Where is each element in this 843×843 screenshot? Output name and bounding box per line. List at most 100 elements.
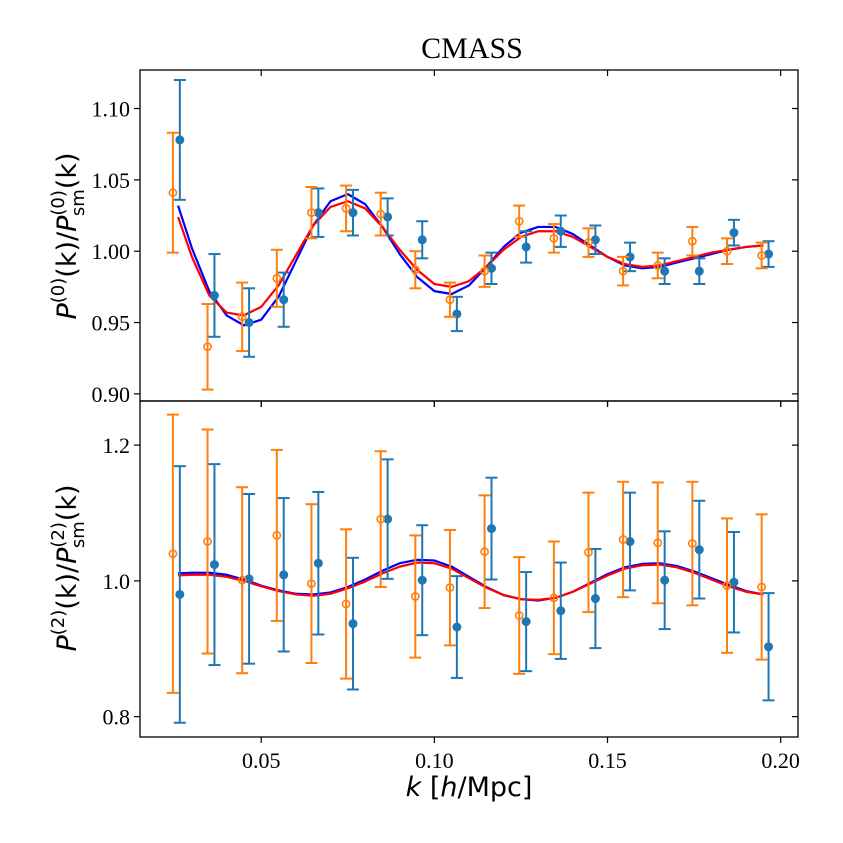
quadrupole-model-line-3	[178, 561, 764, 601]
quadrupole-data-point-open	[410, 592, 420, 601]
ylabel-sub2: sm	[68, 521, 89, 548]
monopole-ytick-label: 1.10	[92, 97, 131, 122]
ylabel-p2: P	[52, 547, 83, 564]
monopole-model-line-2	[177, 193, 764, 327]
quadrupole-data-point-filled	[556, 606, 566, 616]
xlabel-rest: /Mpc]	[457, 772, 532, 803]
monopole-data-point-filled	[729, 228, 739, 238]
xlabel-h: h	[440, 772, 457, 803]
quadrupole-data-point-filled	[175, 589, 185, 599]
quadrupole-data-point-filled	[729, 577, 739, 587]
monopole-ytick-label: 0.95	[92, 311, 131, 336]
quadrupole-data-point-open	[653, 538, 663, 548]
quadrupole-data-point-open	[480, 547, 489, 557]
quadrupole-ticks: 0.8 1.0 1.2 0.05 0.10 0.15 0.20	[103, 401, 800, 773]
monopole-data-point-open	[722, 246, 732, 256]
monopole-data-point-open	[376, 209, 386, 219]
ylabel-sup: (0)	[48, 278, 69, 304]
quadrupole-ytick-label: 1.2	[103, 433, 131, 458]
quadrupole-data-point-filled	[487, 524, 497, 534]
quadrupole-xtick-label: 0.20	[761, 748, 800, 773]
monopole-panel: 0.900.951.001.051.10 P(0)(k)/P(0)sm(k)	[48, 69, 799, 407]
monopole-data-point-open	[410, 265, 420, 275]
quadrupole-data-point-open	[514, 611, 524, 620]
monopole-data-point-open	[237, 312, 247, 322]
ylabel-sup2: (2)	[48, 522, 69, 548]
monopole-ticks: 0.90 0.95 1.00 1.05 1.10	[92, 70, 798, 407]
monopole-data-point-open	[272, 273, 282, 283]
ylabel-sup2: (0)	[48, 190, 69, 216]
quadrupole-data-point-open	[722, 581, 732, 591]
monopole-data-point-open	[307, 208, 316, 218]
monopole-data-point-filled	[279, 295, 289, 305]
monopole-data-point-filled	[348, 208, 358, 218]
quadrupole-data-point-open	[584, 547, 593, 557]
quadrupole-data-point-filled	[209, 560, 219, 570]
quadrupole-data-point-open	[445, 583, 455, 593]
monopole-data-point-filled	[175, 135, 185, 145]
quadrupole-xtick-label: 0.10	[415, 748, 454, 773]
quadrupole-data-point-open	[549, 593, 559, 603]
ylabel-p2: P	[52, 215, 83, 232]
quadrupole-data-point-open	[376, 514, 386, 524]
monopole-ytick-label: 1.05	[92, 168, 131, 193]
monopole-data-point-filled	[209, 290, 219, 300]
ylabel-sub2: sm	[68, 189, 89, 216]
quadrupole-data-point-open	[687, 539, 697, 548]
quadrupole-data-point-open	[272, 531, 282, 540]
quadrupole-data-point-filled	[590, 594, 600, 604]
chart-title: CMASS	[421, 32, 523, 65]
quadrupole-data-point-open	[203, 537, 212, 546]
quadrupole-data-point-filled	[764, 642, 774, 652]
monopole-data-point-open	[584, 238, 593, 248]
monopole-data-point-filled	[694, 266, 704, 276]
quadrupole-data-point-filled	[348, 619, 358, 629]
monopole-data-point-open	[618, 266, 628, 276]
quadrupole-data-point-filled	[660, 575, 670, 585]
quadrupole-data-point-open	[341, 599, 351, 609]
quadrupole-series-group	[166, 413, 775, 724]
monopole-data-point-open	[445, 295, 455, 305]
ylabel-end: (k)	[52, 152, 83, 189]
ylabel-sup: (2)	[48, 610, 69, 636]
quadrupole-xtick-label: 0.05	[242, 748, 281, 773]
monopole-series-group	[166, 78, 775, 391]
monopole-data-point-filled	[417, 235, 427, 245]
quadrupole-data-point-filled	[521, 617, 531, 627]
monopole-data-point-filled	[521, 242, 531, 252]
quadrupole-data-point-filled	[313, 558, 323, 568]
quadrupole-axes-frame	[139, 400, 799, 738]
monopole-data-point-open	[203, 342, 212, 352]
quadrupole-panel: 0.81.01.20.05 0.10 0.15 0.20 P(2)(k)/P(2)sm…	[48, 400, 800, 803]
monopole-ytick-label: 0.90	[92, 382, 131, 407]
quadrupole-xtick-label: 0.15	[588, 748, 627, 773]
quadrupole-data-point-filled	[417, 575, 427, 585]
monopole-data-point-filled	[244, 318, 254, 328]
quadrupole-data-point-open	[168, 549, 178, 559]
quadrupole-data-point-filled	[694, 545, 704, 555]
ylabel-mid: (k)/	[52, 563, 83, 610]
xlabel-k: k	[406, 772, 423, 803]
quadrupole-data-point-filled	[452, 622, 462, 632]
monopole-data-point-open	[757, 251, 767, 260]
xlabel-open: [	[421, 772, 440, 803]
ylabel-p: P	[52, 635, 83, 652]
monopole-data-point-open	[687, 236, 697, 246]
monopole-data-point-open	[480, 266, 489, 276]
quadrupole-ytick-label: 0.8	[103, 705, 131, 730]
monopole-data-point-filled	[660, 266, 670, 276]
quadrupole-ytick-label: 1.0	[103, 569, 131, 594]
ylabel-end: (k)	[52, 484, 83, 521]
monopole-data-point-open	[549, 233, 559, 243]
monopole-plot-area	[166, 78, 775, 391]
quadrupole-plot-area	[166, 413, 775, 724]
quadrupole-data-point-filled	[279, 570, 289, 580]
quadrupole-data-point-open	[307, 579, 316, 588]
x-axis-label: k [h/Mpc]	[406, 772, 533, 803]
monopole-data-point-open	[514, 216, 524, 226]
quadrupole-y-axis-label: P(2)(k)/P(2)sm(k)	[48, 484, 89, 651]
monopole-data-point-open	[653, 261, 663, 270]
monopole-model-line-3	[177, 200, 764, 317]
quadrupole-data-point-open	[237, 575, 247, 585]
